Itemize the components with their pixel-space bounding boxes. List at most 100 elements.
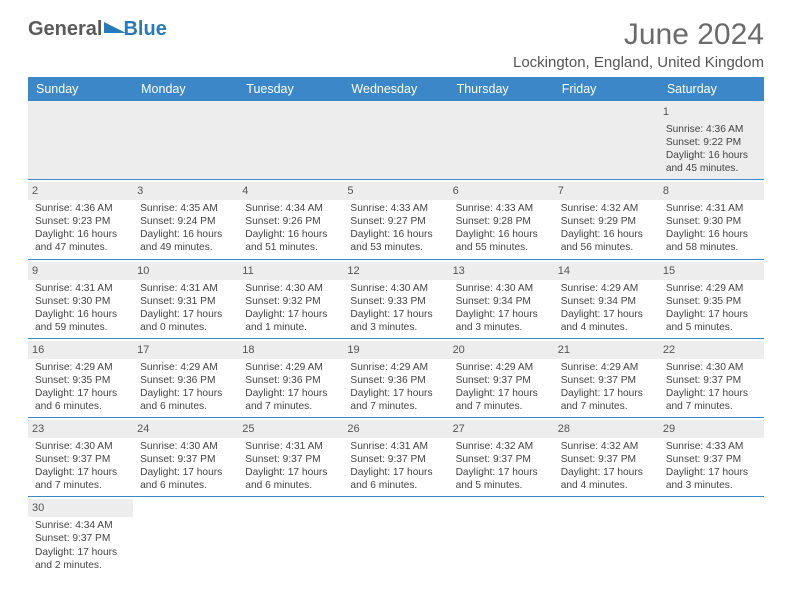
sunset-line: Sunset: 9:26 PM xyxy=(245,215,336,228)
day-info: Sunrise: 4:30 AMSunset: 9:33 PMDaylight:… xyxy=(349,282,442,334)
daylight-line: Daylight: 17 hours and 0 minutes. xyxy=(140,308,231,334)
day-info: Sunrise: 4:32 AMSunset: 9:29 PMDaylight:… xyxy=(560,202,653,254)
sunset-line: Sunset: 9:23 PM xyxy=(35,215,126,228)
day-number: 12 xyxy=(343,262,448,280)
sunset-line: Sunset: 9:37 PM xyxy=(35,453,126,466)
sunrise-line: Sunrise: 4:30 AM xyxy=(140,440,231,453)
daylight-line: Daylight: 17 hours and 6 minutes. xyxy=(140,466,231,492)
sunset-line: Sunset: 9:37 PM xyxy=(456,453,547,466)
day-cell-17: 17 Sunrise: 4:29 AMSunset: 9:36 PMDayligh… xyxy=(133,339,238,418)
day-info: Sunrise: 4:36 AMSunset: 9:22 PMDaylight:… xyxy=(665,123,758,175)
day-number: 4 xyxy=(238,182,343,200)
day-cell-10: 10Sunrise: 4:31 AMSunset: 9:31 PMDayligh… xyxy=(133,260,238,339)
day-number: 26 xyxy=(343,420,448,438)
day-cell-14: 14Sunrise: 4:29 AMSunset: 9:34 PMDayligh… xyxy=(554,260,659,339)
day-cell-15: 15Sunrise: 4:29 AMSunset: 9:35 PMDayligh… xyxy=(659,260,764,339)
day-info: Sunrise: 4:36 AMSunset: 9:23 PMDaylight:… xyxy=(34,202,127,254)
empty-cell xyxy=(449,101,554,180)
daylight-line: Daylight: 17 hours and 5 minutes. xyxy=(456,466,547,492)
sunrise-line: Sunrise: 4:31 AM xyxy=(350,440,441,453)
empty-cell xyxy=(554,101,659,180)
day-number: 2 xyxy=(28,182,133,200)
daylight-line: Daylight: 17 hours and 6 minutes. xyxy=(350,466,441,492)
sunset-line: Sunset: 9:35 PM xyxy=(35,374,126,387)
sunrise-line: Sunrise: 4:30 AM xyxy=(350,282,441,295)
day-number: 19 xyxy=(343,341,448,359)
weekday-header: SundayMondayTuesdayWednesdayThursdayFrid… xyxy=(28,77,764,101)
day-number: 24 xyxy=(133,420,238,438)
day-number: 15 xyxy=(659,262,764,280)
month-title: June 2024 xyxy=(513,18,764,52)
sunset-line: Sunset: 9:37 PM xyxy=(561,453,652,466)
daylight-line: Daylight: 17 hours and 3 minutes. xyxy=(350,308,441,334)
day-cell-11: 11Sunrise: 4:30 AMSunset: 9:32 PMDayligh… xyxy=(238,260,343,339)
sunset-line: Sunset: 9:37 PM xyxy=(245,453,336,466)
daylight-line: Daylight: 16 hours and 53 minutes. xyxy=(350,228,441,254)
daylight-line: Daylight: 16 hours and 55 minutes. xyxy=(456,228,547,254)
empty-cell xyxy=(449,497,554,575)
day-info: Sunrise: 4:31 AMSunset: 9:30 PMDaylight:… xyxy=(34,282,127,334)
daylight-line: Daylight: 17 hours and 7 minutes. xyxy=(666,387,757,413)
sunrise-line: Sunrise: 4:31 AM xyxy=(140,282,231,295)
day-cell-19: 19 Sunrise: 4:29 AMSunset: 9:36 PMDayligh… xyxy=(343,339,448,418)
day-info: Sunrise: 4:30 AMSunset: 9:37 PMDaylight:… xyxy=(139,440,232,492)
day-info: Sunrise: 4:30 AMSunset: 9:37 PMDaylight:… xyxy=(665,361,758,413)
sunset-line: Sunset: 9:34 PM xyxy=(561,295,652,308)
day-info: Sunrise: 4:29 AMSunset: 9:36 PMDaylight:… xyxy=(139,361,232,413)
sunset-line: Sunset: 9:37 PM xyxy=(140,453,231,466)
day-info: Sunrise: 4:32 AMSunset: 9:37 PMDaylight:… xyxy=(560,440,653,492)
day-cell-18: 18Sunrise: 4:29 AMSunset: 9:36 PMDayligh… xyxy=(238,339,343,418)
day-number: 22 xyxy=(659,341,764,359)
empty-cell xyxy=(554,497,659,575)
sunset-line: Sunset: 9:33 PM xyxy=(350,295,441,308)
day-number: 7 xyxy=(554,182,659,200)
empty-cell xyxy=(133,497,238,575)
empty-cell xyxy=(133,101,238,180)
sunrise-line: Sunrise: 4:29 AM xyxy=(561,361,652,374)
sunset-line: Sunset: 9:37 PM xyxy=(35,532,126,545)
sunrise-line: Sunrise: 4:36 AM xyxy=(666,123,757,136)
sunset-line: Sunset: 9:34 PM xyxy=(456,295,547,308)
day-number: 9 xyxy=(28,262,133,280)
daylight-line: Daylight: 17 hours and 7 minutes. xyxy=(456,387,547,413)
sunrise-line: Sunrise: 4:33 AM xyxy=(456,202,547,215)
daylight-line: Daylight: 17 hours and 7 minutes. xyxy=(561,387,652,413)
day-cell-23: 23 Sunrise: 4:30 AMSunset: 9:37 PMDayligh… xyxy=(28,418,133,497)
day-cell-12: 12 Sunrise: 4:30 AMSunset: 9:33 PMDayligh… xyxy=(343,260,448,339)
weekday-wednesday: Wednesday xyxy=(343,77,448,101)
day-info: Sunrise: 4:29 AMSunset: 9:37 PMDaylight:… xyxy=(455,361,548,413)
sunrise-line: Sunrise: 4:36 AM xyxy=(35,202,126,215)
day-number: 5 xyxy=(343,182,448,200)
weekday-thursday: Thursday xyxy=(449,77,554,101)
daylight-line: Daylight: 17 hours and 6 minutes. xyxy=(245,466,336,492)
day-number: 17 xyxy=(133,341,238,359)
logo-text-general: General xyxy=(28,18,102,41)
sunrise-line: Sunrise: 4:34 AM xyxy=(245,202,336,215)
day-number: 8 xyxy=(659,182,764,200)
day-number: 25 xyxy=(238,420,343,438)
day-info: Sunrise: 4:29 AMSunset: 9:35 PMDaylight:… xyxy=(34,361,127,413)
daylight-line: Daylight: 16 hours and 45 minutes. xyxy=(666,149,757,175)
sunrise-line: Sunrise: 4:29 AM xyxy=(456,361,547,374)
day-cell-30: 30Sunrise: 4:34 AMSunset: 9:37 PMDayligh… xyxy=(28,497,133,575)
day-cell-25: 25 Sunrise: 4:31 AMSunset: 9:37 PMDayligh… xyxy=(238,418,343,497)
sunrise-line: Sunrise: 4:31 AM xyxy=(245,440,336,453)
day-number: 23 xyxy=(28,420,133,438)
day-info: Sunrise: 4:32 AMSunset: 9:37 PMDaylight:… xyxy=(455,440,548,492)
sunset-line: Sunset: 9:36 PM xyxy=(350,374,441,387)
empty-cell xyxy=(343,497,448,575)
day-info: Sunrise: 4:29 AMSunset: 9:36 PMDaylight:… xyxy=(349,361,442,413)
daylight-line: Daylight: 17 hours and 1 minute. xyxy=(245,308,336,334)
weekday-saturday: Saturday xyxy=(659,77,764,101)
empty-cell xyxy=(659,497,764,575)
day-cell-27: 27Sunrise: 4:32 AMSunset: 9:37 PMDayligh… xyxy=(449,418,554,497)
day-info: Sunrise: 4:30 AMSunset: 9:37 PMDaylight:… xyxy=(34,440,127,492)
weekday-tuesday: Tuesday xyxy=(238,77,343,101)
day-cell-6: 6Sunrise: 4:33 AMSunset: 9:28 PMDaylight… xyxy=(449,180,554,259)
sunrise-line: Sunrise: 4:33 AM xyxy=(666,440,757,453)
daylight-line: Daylight: 16 hours and 56 minutes. xyxy=(561,228,652,254)
sunset-line: Sunset: 9:27 PM xyxy=(350,215,441,228)
day-cell-3: 3Sunrise: 4:35 AMSunset: 9:24 PMDaylight… xyxy=(133,180,238,259)
daylight-line: Daylight: 17 hours and 2 minutes. xyxy=(35,546,126,572)
sunrise-line: Sunrise: 4:32 AM xyxy=(561,440,652,453)
